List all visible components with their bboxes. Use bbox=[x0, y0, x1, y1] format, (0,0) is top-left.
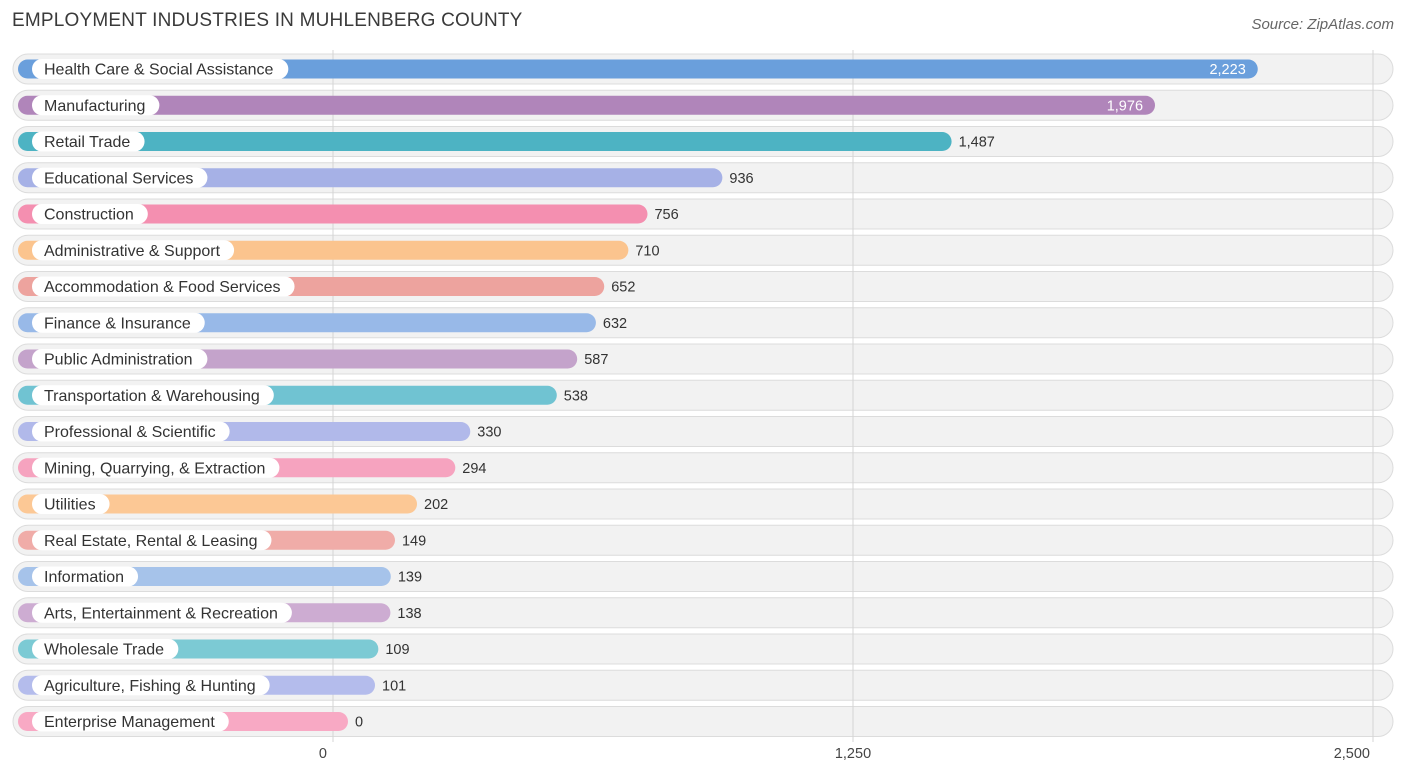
source-note: Source: ZipAtlas.com bbox=[1251, 16, 1394, 33]
category-label-pill bbox=[32, 639, 179, 659]
value-label: 1,487 bbox=[959, 135, 995, 151]
category-label: Finance & Insurance bbox=[44, 315, 191, 332]
row-background bbox=[12, 706, 1394, 737]
category-label-pill bbox=[32, 167, 208, 188]
category-label: Professional & Scientific bbox=[44, 424, 216, 441]
value-label: 2,223 bbox=[1209, 62, 1245, 78]
category-label: Transportation & Warehousing bbox=[44, 388, 260, 405]
category-label: Manufacturing bbox=[44, 98, 145, 115]
category-label: Educational Services bbox=[44, 170, 193, 187]
bar bbox=[18, 132, 952, 151]
value-label: 0 bbox=[355, 715, 363, 731]
bars: Health Care & Social Assistance 2,223 Manu… bbox=[18, 59, 1258, 732]
category-label-pill bbox=[32, 711, 229, 732]
bar bbox=[18, 59, 1258, 79]
bar-group: Mining, Quarrying, & Extraction 294 bbox=[18, 457, 487, 478]
bar-group: Retail Trade 1,487 bbox=[18, 131, 995, 152]
bar-group: Utilities 202 bbox=[18, 494, 448, 514]
bar-group: Arts, Entertainment & Recreation 138 bbox=[18, 602, 422, 623]
category-label-pill bbox=[32, 95, 160, 116]
bar-group: Wholesale Trade 109 bbox=[18, 639, 410, 659]
category-label: Arts, Entertainment & Recreation bbox=[44, 605, 278, 622]
bar bbox=[18, 95, 1156, 115]
value-label: 1,976 bbox=[1107, 98, 1143, 114]
category-label: Agriculture, Fishing & Hunting bbox=[44, 678, 256, 695]
category-label: Wholesale Trade bbox=[44, 642, 164, 659]
value-label: 710 bbox=[635, 243, 659, 259]
bar-group: Enterprise Management 0 bbox=[18, 711, 363, 732]
bar-group: Transportation & Warehousing 538 bbox=[18, 385, 588, 406]
value-label: 330 bbox=[477, 425, 501, 441]
category-label: Public Administration bbox=[44, 352, 193, 369]
category-label-pill bbox=[32, 530, 272, 551]
category-label: Enterprise Management bbox=[44, 714, 215, 731]
value-label: 202 bbox=[424, 497, 448, 513]
value-label: 632 bbox=[603, 316, 627, 332]
bar-group: Administrative & Support 710 bbox=[18, 240, 660, 261]
category-label-pill bbox=[32, 349, 208, 369]
category-label: Construction bbox=[44, 207, 134, 224]
x-tick-label: 2,500 bbox=[1334, 746, 1370, 762]
bar-group: Professional & Scientific 330 bbox=[18, 421, 501, 442]
x-axis-ticks: 0 1,250 2,500 bbox=[319, 746, 1370, 762]
category-label-pill bbox=[32, 240, 235, 261]
category-label-pill bbox=[32, 602, 292, 623]
x-tick-label: 0 bbox=[319, 746, 327, 762]
value-label: 587 bbox=[584, 352, 608, 368]
value-label: 149 bbox=[402, 533, 426, 549]
category-label-pill bbox=[32, 494, 110, 514]
category-label: Mining, Quarrying, & Extraction bbox=[44, 460, 265, 477]
value-label: 538 bbox=[564, 388, 588, 404]
bar-group: Health Care & Social Assistance 2,223 bbox=[18, 59, 1258, 79]
bar-group: Agriculture, Fishing & Hunting 101 bbox=[18, 675, 406, 696]
value-label: 109 bbox=[385, 642, 409, 658]
category-label-pill bbox=[32, 457, 280, 478]
x-tick-label: 1,250 bbox=[835, 746, 871, 762]
category-label: Health Care & Social Assistance bbox=[44, 62, 274, 79]
bar-group: Real Estate, Rental & Leasing 149 bbox=[18, 530, 426, 551]
value-label: 138 bbox=[397, 606, 421, 622]
category-label: Administrative & Support bbox=[44, 243, 221, 260]
value-label: 294 bbox=[462, 461, 486, 477]
value-label: 756 bbox=[654, 207, 678, 223]
bar-group: Public Administration 587 bbox=[18, 349, 608, 369]
bar bbox=[18, 204, 648, 224]
bar-group: Information 139 bbox=[18, 566, 422, 587]
category-label-pill bbox=[32, 276, 295, 297]
category-label: Real Estate, Rental & Leasing bbox=[44, 533, 257, 550]
bar bbox=[18, 494, 418, 514]
category-label-pill bbox=[32, 421, 230, 442]
bar-group: Manufacturing 1,976 bbox=[18, 95, 1156, 116]
category-label-pill bbox=[32, 675, 270, 696]
category-label-pill bbox=[32, 566, 139, 587]
value-label: 139 bbox=[398, 570, 422, 586]
category-label-pill bbox=[32, 312, 205, 333]
category-label: Utilities bbox=[44, 497, 96, 514]
category-label: Information bbox=[44, 569, 124, 586]
category-label-pill bbox=[32, 385, 274, 406]
category-label-pill bbox=[32, 59, 289, 79]
value-label: 652 bbox=[611, 280, 635, 296]
bar-group: Accommodation & Food Services 652 bbox=[18, 276, 635, 297]
category-label: Accommodation & Food Services bbox=[44, 279, 281, 296]
value-label: 936 bbox=[729, 171, 753, 187]
chart-title: EMPLOYMENT INDUSTRIES IN MUHLENBERG COUN… bbox=[12, 10, 523, 31]
bar-group: Educational Services 936 bbox=[18, 167, 754, 188]
value-label: 101 bbox=[382, 678, 406, 694]
category-label-pill bbox=[32, 131, 145, 152]
bar-group: Finance & Insurance 632 bbox=[18, 312, 627, 333]
category-label: Retail Trade bbox=[44, 134, 130, 151]
category-label-pill bbox=[32, 204, 148, 224]
bar-group: Construction 756 bbox=[18, 204, 679, 224]
